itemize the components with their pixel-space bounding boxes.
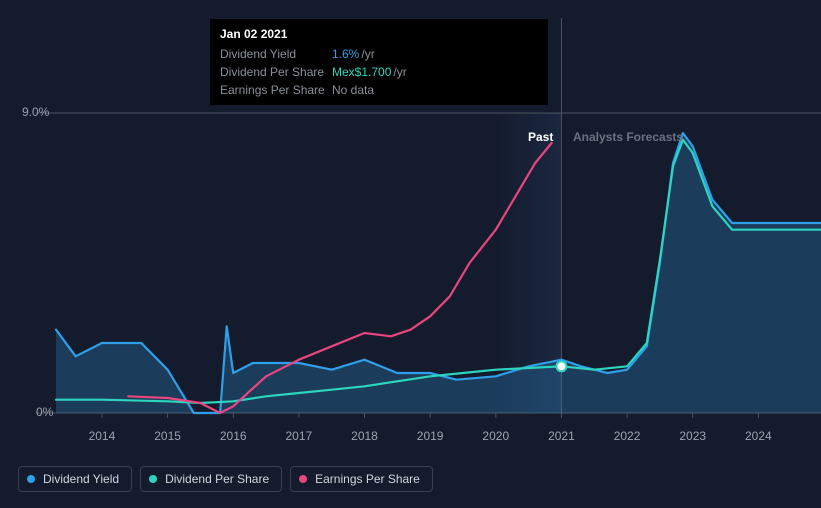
- tooltip-date: Jan 02 2021: [220, 25, 538, 45]
- legend-dot: [299, 475, 307, 483]
- legend-item-label: Dividend Yield: [43, 472, 119, 486]
- x-axis-year-label: 2023: [679, 429, 706, 443]
- tooltip-row-label: Dividend Yield: [220, 45, 332, 63]
- x-axis-year-label: 2021: [548, 429, 575, 443]
- tooltip-row-value: 1.6%: [332, 45, 359, 63]
- legend-item[interactable]: Earnings Per Share: [290, 466, 433, 492]
- legend: Dividend Yield Dividend Per Share Earnings…: [18, 466, 433, 492]
- tooltip-row-suffix: /yr: [393, 63, 406, 81]
- legend-item-label: Dividend Per Share: [165, 472, 269, 486]
- legend-item[interactable]: Dividend Per Share: [140, 466, 282, 492]
- tooltip-row-value: No data: [332, 81, 374, 99]
- tooltip-row-value: Mex$1.700: [332, 63, 391, 81]
- y-axis-max-label: 9.0%: [22, 105, 49, 119]
- x-axis-year-label: 2016: [220, 429, 247, 443]
- x-axis-year-label: 2017: [286, 429, 313, 443]
- tooltip-row-suffix: /yr: [361, 45, 374, 63]
- legend-item[interactable]: Dividend Yield: [18, 466, 132, 492]
- x-axis-year-label: 2024: [745, 429, 772, 443]
- x-axis-year-label: 2018: [351, 429, 378, 443]
- tooltip-row: Earnings Per ShareNo data: [220, 81, 538, 99]
- tooltip-row-label: Dividend Per Share: [220, 63, 332, 81]
- legend-dot: [27, 475, 35, 483]
- tooltip-row: Dividend Per ShareMex$1.700/yr: [220, 63, 538, 81]
- x-axis-year-label: 2020: [482, 429, 509, 443]
- x-axis-year-label: 2015: [154, 429, 181, 443]
- past-label: Past: [528, 130, 553, 144]
- legend-item-label: Earnings Per Share: [315, 472, 420, 486]
- tooltip-row: Dividend Yield1.6%/yr: [220, 45, 538, 63]
- chart-tooltip: Jan 02 2021 Dividend Yield1.6%/yrDividen…: [210, 19, 548, 105]
- x-axis-year-label: 2019: [417, 429, 444, 443]
- y-axis-min-label: 0%: [36, 405, 53, 419]
- legend-dot: [149, 475, 157, 483]
- x-axis-year-label: 2014: [89, 429, 116, 443]
- tooltip-row-label: Earnings Per Share: [220, 81, 332, 99]
- forecast-label: Analysts Forecasts: [573, 130, 683, 144]
- x-axis-year-label: 2022: [614, 429, 641, 443]
